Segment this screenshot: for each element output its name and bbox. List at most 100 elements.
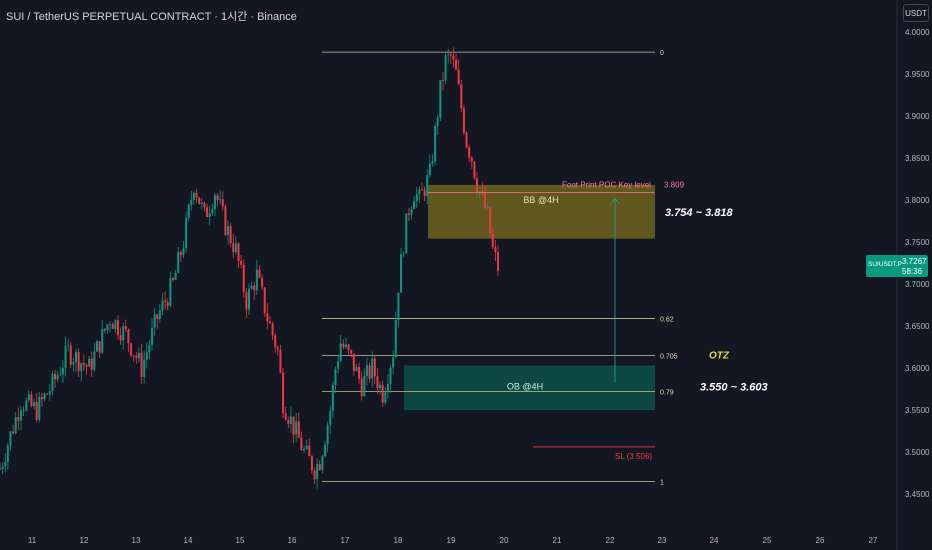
candle-body [386, 383, 389, 393]
poc-label: Foot Print POC Key level [562, 180, 651, 189]
candle-body [339, 343, 342, 362]
candle-body [324, 444, 327, 457]
candle-body [19, 410, 22, 421]
candle-body [132, 355, 135, 357]
candle-body [394, 320, 397, 358]
time-tick-label: 27 [869, 536, 878, 545]
candle-body [295, 421, 298, 435]
price-tick-label: 3.6000 [905, 364, 930, 373]
candle-body [316, 463, 319, 480]
candle-body [77, 351, 80, 372]
candle-body [22, 410, 25, 412]
candle-body [368, 365, 371, 379]
candle-body [135, 355, 138, 359]
candle-body [491, 234, 494, 248]
candle-body [12, 431, 15, 434]
candle-body [224, 206, 227, 235]
candle-body [192, 192, 195, 200]
candle-body [318, 463, 321, 471]
candle-body [200, 202, 203, 204]
time-tick-label: 12 [80, 536, 89, 545]
candle-body [441, 80, 444, 82]
candle-body [413, 201, 416, 209]
candle-body [389, 367, 392, 384]
candle-body [279, 349, 282, 373]
candle-body [258, 269, 261, 278]
time-tick-label: 21 [553, 536, 562, 545]
candle-body [397, 292, 400, 321]
price-tick-label: 4.0000 [905, 28, 930, 37]
candle-body [101, 328, 104, 353]
bb-zone[interactable] [428, 184, 655, 239]
time-tick-label: 26 [816, 536, 825, 545]
currency-button[interactable]: USDT [903, 4, 929, 22]
ob-zone[interactable] [404, 365, 655, 410]
candle-body [109, 323, 112, 325]
candle-body [25, 400, 28, 411]
candle-body [169, 278, 172, 306]
candle-body [455, 59, 458, 70]
candle-body [452, 55, 455, 60]
candle-body [476, 178, 479, 193]
last-price-tag: SUIUSDT.P 3.7267 58:36 [866, 255, 928, 277]
stop-loss-label: SL (3.506) [615, 452, 652, 461]
candle-body [179, 252, 182, 256]
candle-body [457, 69, 460, 85]
candle-body [48, 391, 51, 395]
candle-body [420, 189, 423, 191]
candle-body [51, 374, 54, 392]
candle-body [268, 321, 271, 324]
candle-body [111, 323, 114, 329]
candle-body [250, 285, 253, 289]
candle-body [177, 252, 180, 273]
candle-body [308, 445, 311, 457]
candle-body [468, 147, 471, 158]
time-axis[interactable]: 11 12 13 14 15 16 17 18 19 20 21 22 23 24 25 26 27 [28, 536, 878, 545]
candle-body [287, 419, 290, 424]
candle-body [40, 396, 43, 400]
candle-body [145, 352, 148, 360]
price-tag-symbol: SUIUSDT.P [868, 261, 902, 268]
candle-body [227, 226, 230, 235]
candle-body [303, 448, 306, 451]
candle-body [61, 367, 64, 375]
candle-body [67, 345, 70, 347]
candle-body [376, 376, 379, 389]
candle-body [489, 207, 492, 235]
candle-body [85, 364, 88, 367]
candle-body [405, 213, 408, 254]
poc-value: 3.809 [664, 180, 685, 189]
candle-body [4, 461, 7, 467]
candle-body [358, 366, 361, 379]
price-tick-label: 3.7000 [905, 280, 930, 289]
candle-body [185, 217, 188, 249]
candle-body [130, 343, 133, 356]
candle-body [253, 285, 256, 291]
candle-body [38, 396, 41, 420]
candle-body [9, 431, 12, 446]
candle-body [337, 361, 340, 369]
time-tick-label: 17 [341, 536, 350, 545]
fib-label: 0.79 [660, 390, 674, 397]
price-axis[interactable]: 4.0000 3.9500 3.9000 3.8500 3.8000 3.7500 3.70… [905, 28, 930, 499]
candle-body [234, 243, 237, 253]
candles-layer [0, 47, 499, 489]
time-tick-label: 16 [288, 536, 297, 545]
candle-body [190, 199, 193, 205]
candle-body [447, 54, 450, 56]
candle-body [69, 345, 72, 365]
candle-body [381, 384, 384, 403]
candle-body [54, 374, 57, 380]
candle-body [14, 416, 17, 434]
candle-body [300, 437, 303, 451]
candle-body [289, 416, 292, 424]
candle-body [321, 456, 324, 471]
candle-body [59, 374, 62, 375]
candle-body [266, 313, 269, 322]
candle-body [153, 314, 156, 328]
price-tick-label: 3.7500 [905, 238, 930, 247]
candle-body [418, 189, 421, 195]
candle-body [402, 253, 405, 255]
candle-body [195, 192, 198, 198]
